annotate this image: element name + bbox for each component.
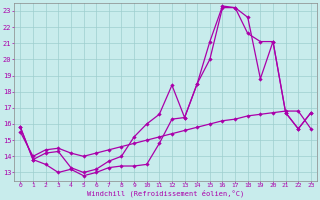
X-axis label: Windchill (Refroidissement éolien,°C): Windchill (Refroidissement éolien,°C) xyxy=(87,190,244,197)
